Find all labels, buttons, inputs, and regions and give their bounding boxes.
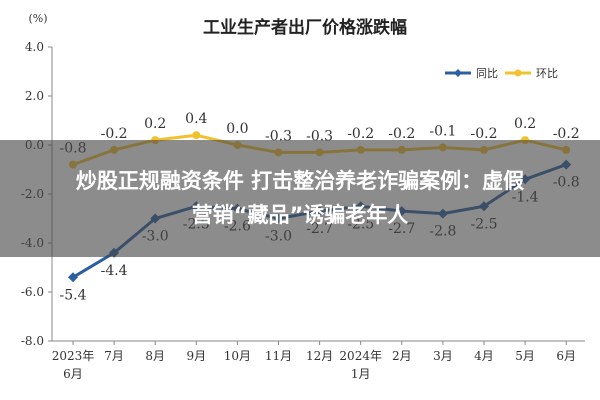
data-label: -0.2 xyxy=(101,126,128,142)
data-label: -0.2 xyxy=(347,126,374,142)
x-tick-label: 5月 xyxy=(515,349,535,363)
x-tick-label: 12月 xyxy=(306,349,333,363)
data-label: -5.4 xyxy=(60,287,87,303)
x-tick-label-line: 2023年 xyxy=(52,349,95,363)
legend: 同比 环比 xyxy=(445,67,558,80)
data-point xyxy=(68,272,78,283)
x-tick-label: 2023年 6月 xyxy=(52,349,95,381)
y-axis-unit: (%) xyxy=(28,12,47,25)
x-tick-label: 2月 xyxy=(392,349,412,363)
data-label: -0.2 xyxy=(388,126,415,142)
x-tick-label-line: 12月 xyxy=(306,349,333,363)
data-label: 0.0 xyxy=(226,121,248,137)
legend-label: 同比 xyxy=(476,67,498,80)
x-tick-label-line: 2024年 xyxy=(339,349,382,363)
x-tick-label: 2024年 1月 xyxy=(339,349,382,381)
x-tick-label: 7月 xyxy=(104,349,124,363)
data-label: -0.2 xyxy=(471,126,498,142)
overlay-banner xyxy=(0,140,600,257)
x-tick-label: 9月 xyxy=(186,349,206,363)
x-tick-label: 10月 xyxy=(224,349,251,363)
chart-title: 工业生产者出厂价格涨跌幅 xyxy=(203,17,407,38)
x-tick-label-line: 10月 xyxy=(224,349,251,363)
data-label: 0.2 xyxy=(144,116,166,132)
overlay-headline[interactable]: 炒股正规融资条件 打击整治养老诈骗案例：虚假 营销“藏品”诱骗老年人 xyxy=(0,164,600,232)
x-tick-label-line: 1月 xyxy=(351,367,371,381)
x-tick-label-line: 5月 xyxy=(515,349,535,363)
y-tick-label: -8.0 xyxy=(21,334,44,348)
x-tick-label-line: 2月 xyxy=(392,349,412,363)
x-tick-label: 4月 xyxy=(474,349,494,363)
x-tick-label: 3月 xyxy=(433,349,453,363)
x-tick-label-line: 6月 xyxy=(63,367,83,381)
y-tick-label: 4.0 xyxy=(25,40,44,54)
legend-swatch-marker xyxy=(514,69,522,77)
x-tick-label-line: 7月 xyxy=(104,349,124,363)
y-tick-label: -6.0 xyxy=(21,285,44,299)
data-label: 0.2 xyxy=(514,116,536,132)
x-tick-label: 8月 xyxy=(145,349,165,363)
legend-swatch-marker xyxy=(454,69,462,77)
data-label: 0.4 xyxy=(185,111,207,127)
x-tick-label: 11月 xyxy=(265,349,292,363)
overlay-headline-line1: 炒股正规融资条件 打击整治养老诈骗案例：虚假 xyxy=(75,169,525,193)
y-tick-label: 2.0 xyxy=(25,89,44,103)
data-point xyxy=(192,131,201,140)
x-tick-label-line: 8月 xyxy=(145,349,165,363)
x-tick-label-line: 9月 xyxy=(186,349,206,363)
x-tick-label-line: 6月 xyxy=(556,349,576,363)
data-label: -0.2 xyxy=(553,126,580,142)
overlay-headline-line2: 营销“藏品”诱骗老年人 xyxy=(191,203,409,227)
legend-label: 环比 xyxy=(536,67,558,80)
x-tick-label-line: 3月 xyxy=(433,349,453,363)
x-tick-label-line: 4月 xyxy=(474,349,494,363)
x-tick-label-line: 11月 xyxy=(265,349,292,363)
x-tick-label: 6月 xyxy=(556,349,576,363)
data-label: -4.4 xyxy=(101,263,128,279)
data-label: -0.1 xyxy=(429,123,456,139)
